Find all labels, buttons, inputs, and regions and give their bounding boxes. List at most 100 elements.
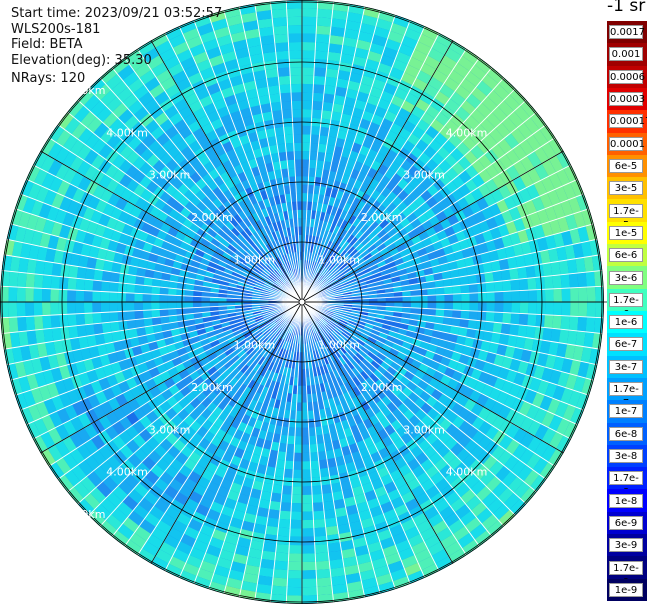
range-gate — [86, 220, 99, 235]
range-gate — [164, 563, 183, 578]
colorbar-tick-label: 3e-9 — [609, 538, 643, 553]
range-gate — [273, 315, 282, 322]
range-gate — [360, 249, 370, 258]
colorbar-cell: 0.001 — [607, 43, 647, 67]
range-gate — [88, 345, 100, 359]
range-gate — [254, 314, 263, 321]
range-gate — [159, 541, 177, 557]
range-gate — [310, 333, 315, 343]
range-gate — [343, 212, 353, 223]
range-gate — [326, 457, 337, 468]
range-gate — [386, 352, 397, 362]
range-gate — [363, 367, 374, 377]
range-gate — [511, 302, 521, 314]
range-gate — [186, 277, 196, 285]
range-gate — [556, 246, 568, 262]
range-gate — [103, 332, 114, 344]
range-gate — [521, 214, 534, 230]
range-gate — [226, 577, 243, 590]
ray-separator — [301, 301, 480, 547]
range-gate — [502, 280, 512, 292]
range-gate — [329, 431, 339, 442]
range-gate — [192, 463, 206, 477]
range-gate — [331, 315, 341, 322]
range-gate — [192, 127, 206, 141]
range-gate — [341, 265, 350, 273]
range-gate — [384, 38, 402, 52]
range-gate — [143, 277, 153, 287]
range-gate — [280, 321, 288, 330]
range-gate — [75, 313, 86, 326]
range-gate — [213, 385, 224, 396]
range-gate — [164, 464, 179, 479]
range-gate — [293, 218, 299, 227]
range-gate — [220, 369, 231, 380]
range-gate — [359, 474, 372, 486]
range-gate — [321, 110, 333, 120]
range-gate — [539, 395, 553, 412]
range-gate — [332, 360, 340, 370]
ray-separator — [99, 301, 303, 527]
colorbar-cell: 1.7e-7 — [607, 377, 647, 409]
range-gate — [427, 513, 444, 528]
range-gate — [320, 279, 329, 287]
range-gate — [457, 532, 475, 549]
colorbar-tick-label: 3e-6 — [609, 270, 643, 285]
range-gate — [302, 100, 313, 110]
range-gate — [302, 586, 318, 596]
range-gate — [379, 247, 390, 256]
range-gate — [234, 370, 244, 381]
range-gate — [452, 525, 470, 542]
colorbar-tick-label: 6e-6 — [609, 248, 643, 263]
range-gate — [83, 358, 95, 372]
range-gate — [393, 286, 403, 293]
ray-separator — [301, 301, 381, 594]
range-gate — [260, 358, 269, 368]
range-gate — [302, 176, 309, 185]
range-gate — [376, 242, 387, 252]
ray-separator — [254, 3, 303, 303]
range-gate — [563, 164, 578, 183]
range-gate — [570, 407, 584, 425]
range-gate — [67, 99, 84, 118]
range-gate — [319, 318, 327, 326]
range-gate — [281, 357, 287, 367]
colorbar-cell: 0.0003 — [607, 87, 647, 111]
colorbar-cell: 3e-8 — [607, 444, 647, 468]
range-gate — [237, 210, 248, 221]
range-gate — [397, 365, 408, 376]
range-ring-label: 3.00km — [149, 169, 191, 182]
range-gate — [577, 272, 587, 288]
range-gate — [279, 265, 286, 274]
range-gate — [83, 149, 99, 165]
range-gate — [276, 535, 290, 545]
range-gate — [118, 210, 131, 224]
range-gate — [292, 125, 302, 135]
range-gate — [225, 332, 235, 341]
range-gate — [463, 192, 477, 206]
range-gate — [274, 316, 283, 324]
range-gate — [229, 75, 244, 87]
range-gate — [350, 528, 365, 540]
range-gate — [368, 470, 381, 483]
range-gate — [394, 456, 408, 470]
range-gate — [246, 317, 256, 324]
range-gate — [116, 501, 134, 518]
range-gate — [341, 548, 357, 559]
range-gate — [525, 452, 542, 470]
range-gate — [376, 336, 387, 344]
range-gate — [10, 377, 23, 396]
range-gate — [188, 140, 202, 153]
range-gate — [518, 278, 529, 291]
range-gate — [270, 334, 278, 343]
range-gate — [268, 333, 276, 342]
range-gate — [284, 134, 294, 144]
range-gate — [498, 184, 512, 200]
range-gate — [290, 75, 302, 85]
range-gate — [483, 397, 497, 412]
range-gate — [257, 18, 274, 29]
range-gate — [329, 252, 337, 262]
range-gate — [34, 216, 47, 233]
range-gate — [384, 339, 394, 348]
range-gate — [439, 505, 455, 521]
